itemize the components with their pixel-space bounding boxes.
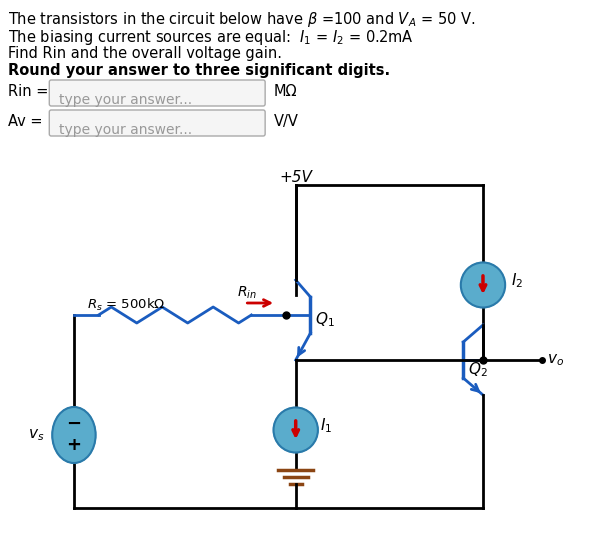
Text: The biasing current sources are equal:  $I_1$ = $I_2$ = 0.2mA: The biasing current sources are equal: $… bbox=[8, 28, 413, 47]
Text: The transistors in the circuit below have $\beta$ =100 and $V_A$ = 50 V.: The transistors in the circuit below hav… bbox=[8, 10, 475, 29]
Text: $R_s$ = 500k$\Omega$: $R_s$ = 500k$\Omega$ bbox=[87, 297, 165, 313]
Text: +5V: +5V bbox=[279, 170, 312, 185]
Text: +: + bbox=[67, 436, 82, 454]
Text: MΩ: MΩ bbox=[274, 84, 298, 99]
Text: $I_1$: $I_1$ bbox=[320, 417, 332, 436]
Ellipse shape bbox=[461, 262, 505, 307]
Text: $I_2$: $I_2$ bbox=[511, 272, 523, 290]
Text: −: − bbox=[67, 415, 82, 433]
Text: type your answer...: type your answer... bbox=[59, 123, 192, 137]
Text: V/V: V/V bbox=[274, 114, 299, 129]
FancyBboxPatch shape bbox=[49, 110, 265, 136]
Text: $R_{in}$: $R_{in}$ bbox=[236, 285, 256, 301]
Text: Rin =: Rin = bbox=[8, 84, 48, 99]
Text: $Q_1$: $Q_1$ bbox=[316, 311, 335, 329]
Text: $v_o$: $v_o$ bbox=[547, 352, 564, 368]
FancyBboxPatch shape bbox=[49, 80, 265, 106]
Text: $v_s$: $v_s$ bbox=[28, 427, 44, 443]
Text: $Q_2$: $Q_2$ bbox=[468, 361, 488, 379]
Text: Round your answer to three significant digits.: Round your answer to three significant d… bbox=[8, 63, 390, 78]
Text: Find Rin and the overall voltage gain.: Find Rin and the overall voltage gain. bbox=[8, 46, 282, 61]
Ellipse shape bbox=[274, 408, 318, 453]
Ellipse shape bbox=[52, 407, 95, 463]
Text: Av =: Av = bbox=[8, 114, 43, 129]
Text: type your answer...: type your answer... bbox=[59, 93, 192, 107]
